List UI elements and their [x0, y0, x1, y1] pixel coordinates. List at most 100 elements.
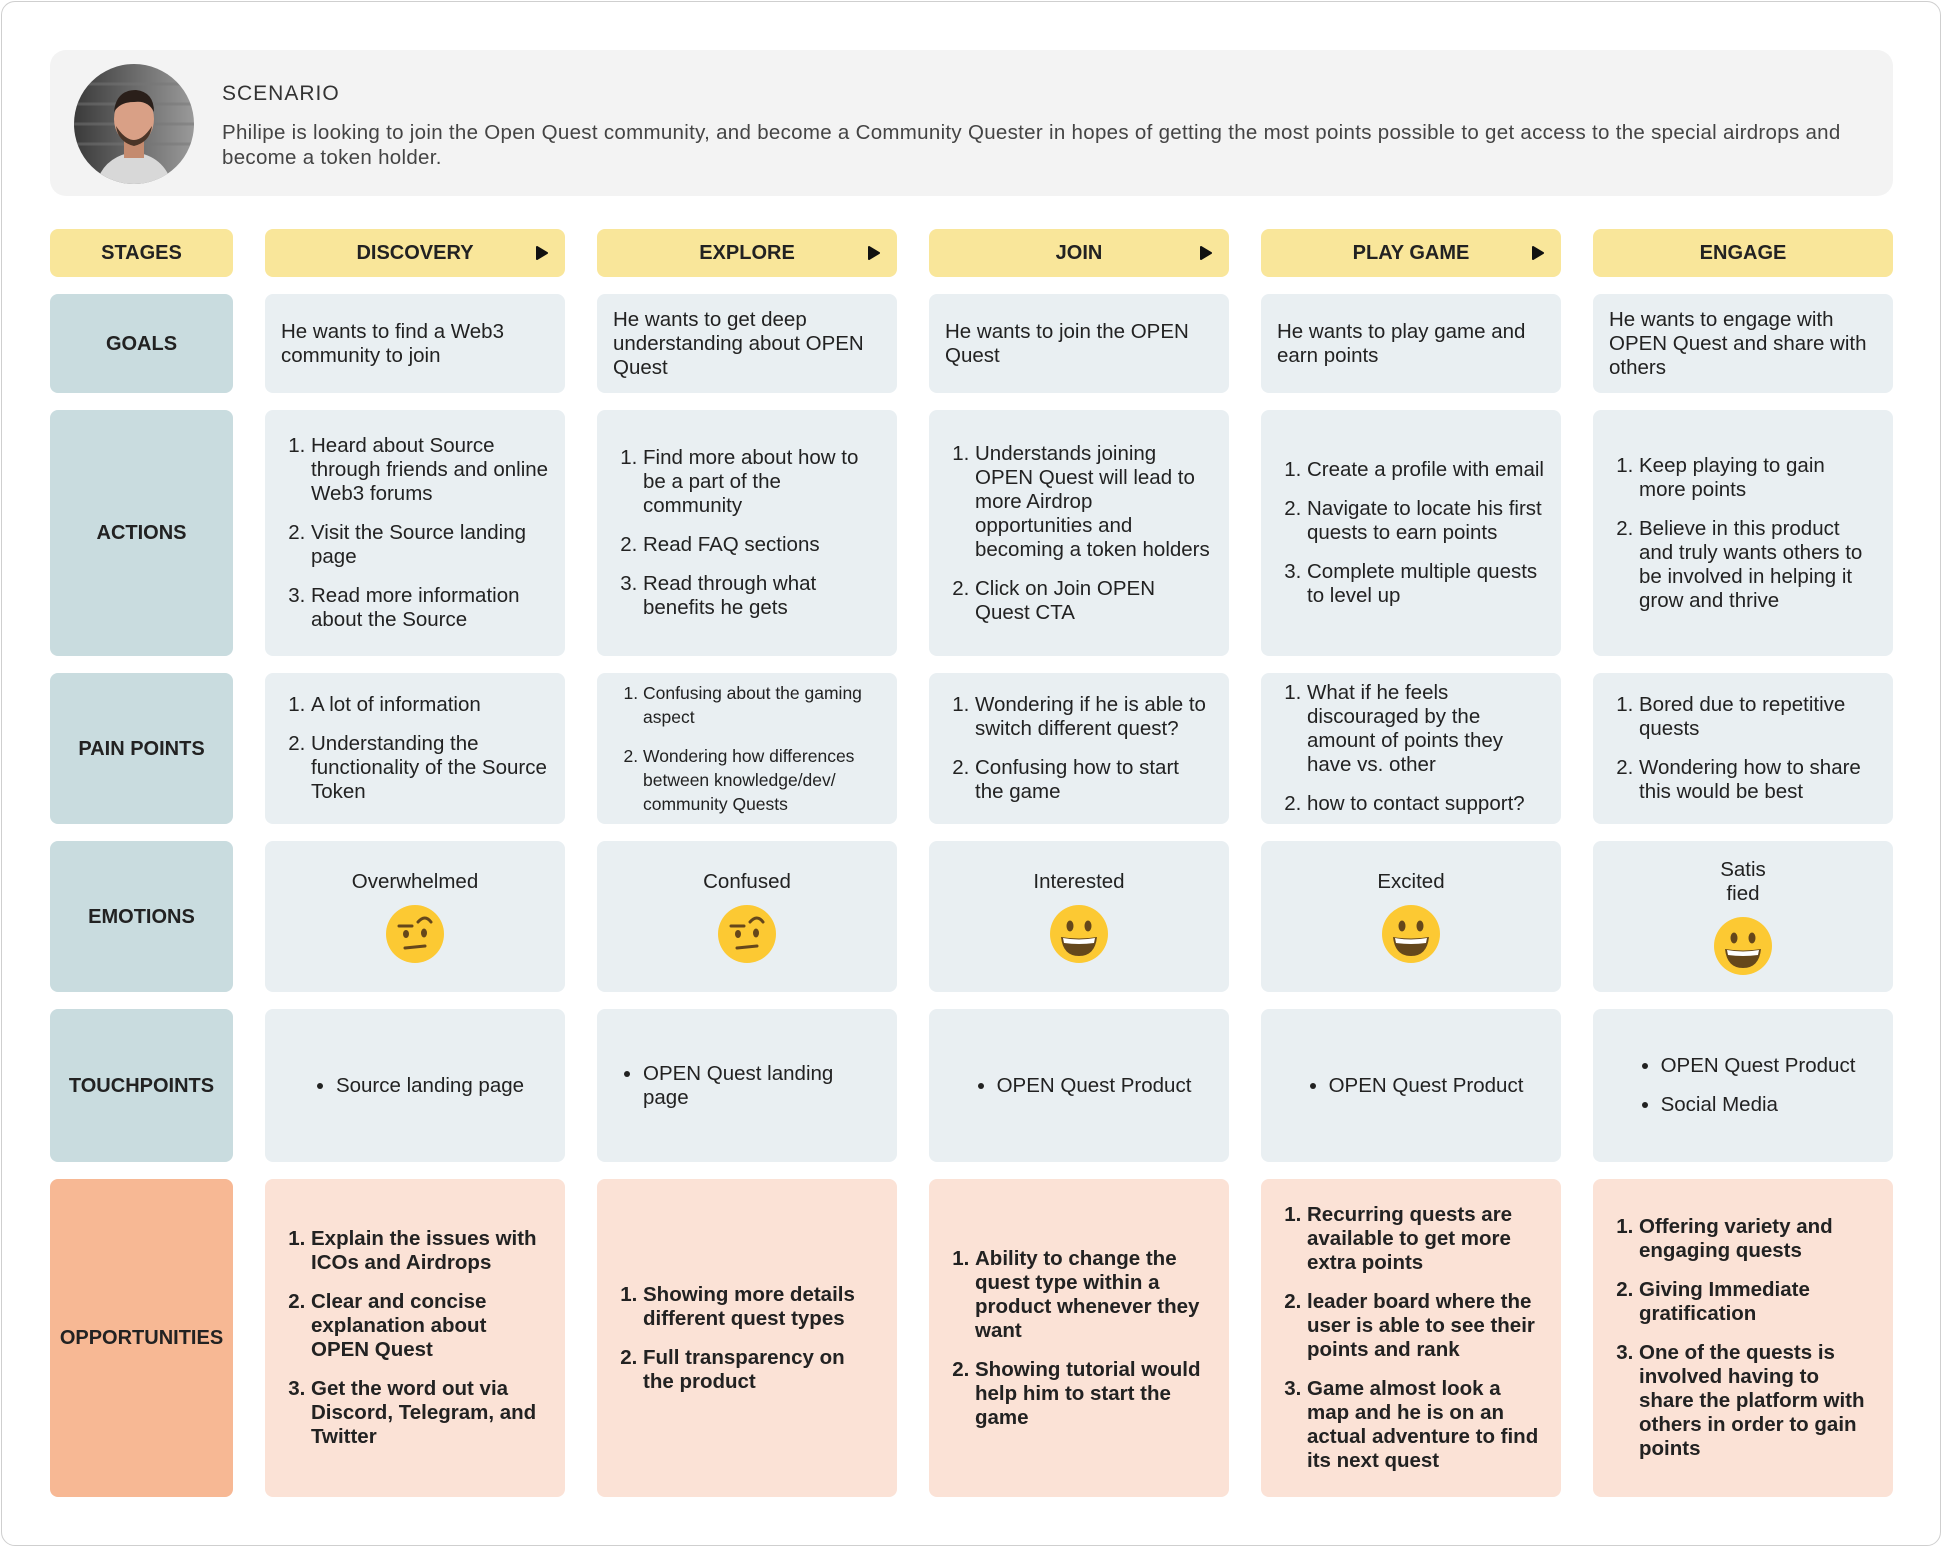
numbered-list: Understands joining OPEN Quest will lead… [945, 442, 1213, 625]
goal-text: He wants to play game and earn points [1277, 319, 1526, 367]
goal-text: He wants to get deep understanding about… [613, 307, 864, 379]
journey-cell: He wants to play game and earn points [1261, 294, 1561, 393]
list-item: Understanding the functionality of the S… [311, 732, 549, 804]
list-item: Get the word out via Discord, Telegram, … [311, 1377, 549, 1449]
list-item: Wondering if he is able to switch differ… [975, 693, 1213, 741]
journey-cell: Wondering if he is able to switch differ… [929, 673, 1229, 824]
emotion-icon [718, 904, 776, 963]
emotion-icon [386, 904, 444, 963]
journey-cell: OPEN Quest Product [1261, 1009, 1561, 1162]
row-label: GOALS [50, 294, 233, 393]
journey-cell: Showing more details different quest typ… [597, 1179, 897, 1497]
list-item: OPEN Quest landing page [643, 1062, 881, 1110]
list-item: Giving Immediate gratification [1639, 1278, 1877, 1326]
list-item: Confusing how to start the game [975, 756, 1213, 804]
journey-cell: Offering variety and engaging quests Givi… [1593, 1179, 1893, 1497]
scenario-title: SCENARIO [222, 82, 340, 105]
journey-cell: Confusing about the gaming aspect Wonderi… [597, 673, 897, 824]
journey-cell: Understands joining OPEN Quest will lead… [929, 410, 1229, 656]
list-item: OPEN Quest Product [997, 1074, 1192, 1098]
list-item: Create a profile with email [1307, 458, 1545, 482]
numbered-list: Create a profile with email Navigate to l… [1277, 458, 1545, 608]
numbered-list: Showing more details different quest typ… [613, 1283, 881, 1394]
scenario-text: Philipe is looking to join the Open Ques… [222, 121, 1841, 169]
list-item: Keep playing to gain more points [1639, 454, 1877, 502]
numbered-list: Explain the issues with ICOs and Airdrop… [281, 1227, 549, 1449]
stage-header: EXPLORE [597, 229, 897, 277]
list-item: Read more information about the Source [311, 584, 549, 632]
bullet-list: OPEN Quest Product [1299, 1074, 1524, 1098]
list-item: Bored due to repetitive quests [1639, 693, 1877, 741]
emotion-text: Overwhelmed [351, 869, 479, 893]
bullet-list: OPEN Quest Product Social Media [1631, 1054, 1856, 1117]
goal-text: He wants to find a Web3 community to joi… [281, 319, 504, 367]
journey-cell: Create a profile with email Navigate to l… [1261, 410, 1561, 656]
list-item: Find more about how to be a part of the … [643, 446, 881, 518]
journey-cell: Satis fied [1593, 841, 1893, 992]
row-label: OPPORTUNITIES [50, 1179, 233, 1497]
journey-cell: Overwhelmed [265, 841, 565, 992]
numbered-list: Wondering if he is able to switch differ… [945, 693, 1213, 804]
list-item: Wondering how differences between knowle… [643, 744, 881, 816]
journey-cell: A lot of information Understanding the fu… [265, 673, 565, 824]
row-label: ACTIONS [50, 410, 233, 656]
numbered-list: Heard about Source through friends and o… [281, 434, 549, 632]
journey-cell: OPEN Quest landing page [597, 1009, 897, 1162]
emotion-icon [1050, 904, 1108, 963]
journey-cell: Heard about Source through friends and o… [265, 410, 565, 656]
journey-cell: OPEN Quest Product [929, 1009, 1229, 1162]
stage-header: PLAY GAME [1261, 229, 1561, 277]
journey-cell: He wants to find a Web3 community to joi… [265, 294, 565, 393]
numbered-list: Offering variety and engaging quests Givi… [1609, 1215, 1877, 1461]
stage-header: JOIN [929, 229, 1229, 277]
list-item: Ability to change the quest type within … [975, 1247, 1213, 1343]
numbered-list: Ability to change the quest type within … [945, 1247, 1213, 1430]
journey-cell: What if he feels discouraged by the amou… [1261, 673, 1561, 824]
journey-cell: Excited [1261, 841, 1561, 992]
journey-cell: He wants to engage with OPEN Quest and s… [1593, 294, 1893, 393]
list-item: Social Media [1661, 1093, 1856, 1117]
list-item: Source landing page [336, 1074, 524, 1098]
list-item: Full transparency on the product [643, 1346, 881, 1394]
journey-cell: OPEN Quest Product Social Media [1593, 1009, 1893, 1162]
goal-text: He wants to join the OPEN Quest [945, 319, 1189, 367]
list-item: Clear and concise explanation about OPEN… [311, 1290, 549, 1362]
numbered-list: What if he feels discouraged by the amou… [1277, 681, 1545, 816]
list-item: Offering variety and engaging quests [1639, 1215, 1877, 1263]
journey-cell: Ability to change the quest type within … [929, 1179, 1229, 1497]
list-item: Visit the Source landing page [311, 521, 549, 569]
emotion-text: Satis fied [1720, 857, 1766, 905]
stage-header: ENGAGE [1593, 229, 1893, 277]
journey-cell: Source landing page [265, 1009, 565, 1162]
list-item: leader board where the user is able to s… [1307, 1290, 1545, 1362]
emotion-icon [1382, 904, 1440, 963]
numbered-list: Confusing about the gaming aspect Wonderi… [613, 681, 881, 816]
list-item: Explain the issues with ICOs and Airdrop… [311, 1227, 549, 1275]
list-item: Click on Join OPEN Quest CTA [975, 577, 1213, 625]
goal-text: He wants to engage with OPEN Quest and s… [1609, 307, 1867, 379]
list-item: Understands joining OPEN Quest will lead… [975, 442, 1213, 562]
list-item: What if he feels discouraged by the amou… [1307, 681, 1545, 777]
journey-cell: Interested [929, 841, 1229, 992]
list-item: Wondering how to share this would be bes… [1639, 756, 1877, 804]
list-item: OPEN Quest Product [1329, 1074, 1524, 1098]
list-item: OPEN Quest Product [1661, 1054, 1856, 1078]
list-item: Read FAQ sections [643, 533, 881, 557]
list-item: Heard about Source through friends and o… [311, 434, 549, 506]
stage-arrow [1532, 246, 1544, 260]
list-item: Showing more details different quest typ… [643, 1283, 881, 1331]
list-item: Believe in this product and truly wants … [1639, 517, 1877, 613]
numbered-list: Keep playing to gain more points Believe … [1609, 454, 1877, 613]
journey-cell: Bored due to repetitive quests Wondering … [1593, 673, 1893, 824]
stage-arrow [1200, 246, 1212, 260]
journey-cell: He wants to join the OPEN Quest [929, 294, 1229, 393]
stage-arrow [536, 246, 548, 260]
bullet-list: Source landing page [306, 1074, 524, 1098]
list-item: Confusing about the gaming aspect [643, 681, 881, 729]
journey-cell: He wants to get deep understanding about… [597, 294, 897, 393]
list-item: Showing tutorial would help him to start… [975, 1358, 1213, 1430]
emotion-text: Excited [1377, 869, 1445, 893]
stage-header: DISCOVERY [265, 229, 565, 277]
numbered-list: Find more about how to be a part of the … [613, 446, 881, 620]
